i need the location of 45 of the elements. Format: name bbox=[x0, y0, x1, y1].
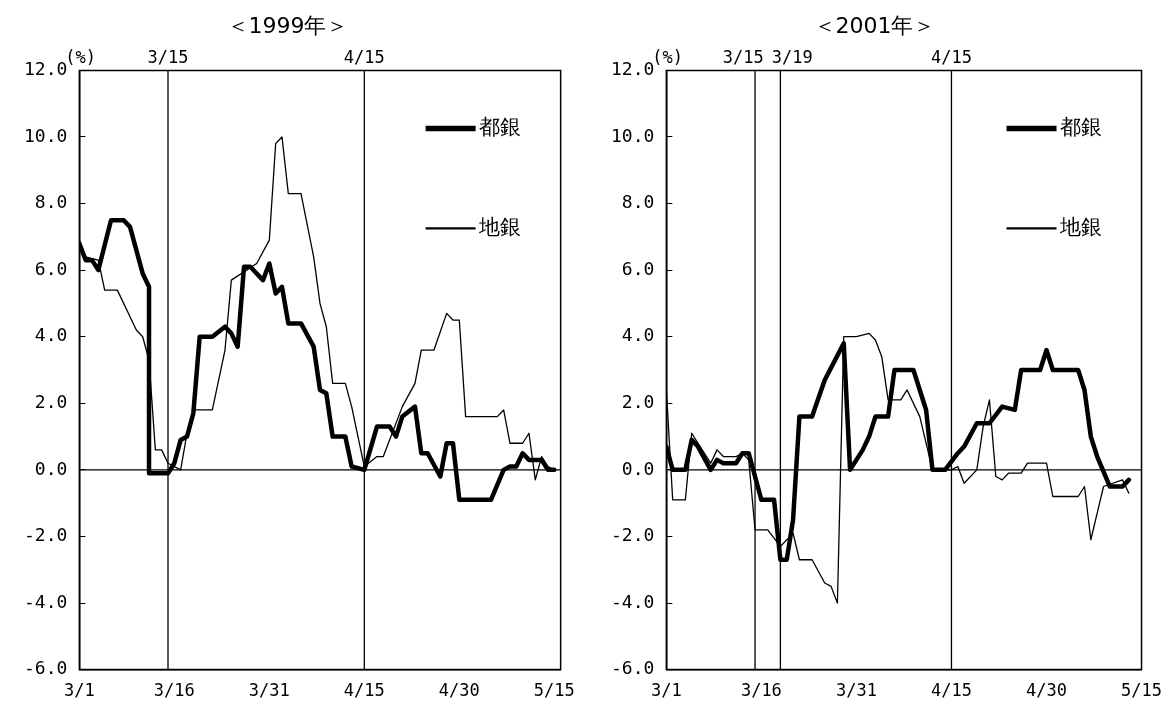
ref-line-label: 4/15 bbox=[343, 47, 385, 68]
y-tick-label: -2.0 bbox=[23, 524, 68, 546]
x-tick-label: 5/15 bbox=[533, 680, 575, 701]
x-tick-label: 3/31 bbox=[248, 680, 290, 701]
chart-title: ＜2001年＞ bbox=[813, 12, 936, 38]
y-tick-label: 8.0 bbox=[621, 191, 655, 213]
x-tick-label: 5/15 bbox=[1121, 680, 1163, 701]
chart-title: ＜1999年＞ bbox=[226, 12, 349, 38]
x-tick-label: 4/30 bbox=[1026, 680, 1067, 701]
y-tick-label: 8.0 bbox=[34, 191, 68, 213]
ref-line-label: 3/15 bbox=[147, 47, 189, 68]
ref-line-label: 3/15 bbox=[722, 47, 764, 68]
x-tick-label: 4/15 bbox=[930, 680, 972, 701]
y-axis-title: (%) bbox=[65, 47, 97, 68]
x-tick-label: 3/16 bbox=[153, 680, 195, 701]
legend-label: 都銀 bbox=[478, 114, 521, 139]
y-tick-label: 12.0 bbox=[610, 58, 655, 80]
ref-line-label: 4/15 bbox=[930, 47, 972, 68]
x-tick-label: 4/15 bbox=[343, 680, 385, 701]
legend-label: 地銀 bbox=[477, 214, 521, 239]
y-tick-label: 2.0 bbox=[34, 390, 68, 412]
x-tick-label: 3/1 bbox=[650, 680, 682, 701]
x-tick-label: 3/1 bbox=[63, 680, 95, 701]
y-tick-label: 4.0 bbox=[621, 324, 655, 346]
y-tick-label: -6.0 bbox=[23, 657, 68, 679]
y-tick-label: 2.0 bbox=[621, 390, 655, 412]
y-tick-label: 10.0 bbox=[23, 124, 68, 146]
y-tick-label: 12.0 bbox=[23, 58, 68, 80]
legend-label: 都銀 bbox=[1059, 114, 1102, 139]
y-tick-label: 6.0 bbox=[34, 257, 68, 279]
y-tick-label: 0.0 bbox=[34, 457, 68, 479]
y-tick-label: 4.0 bbox=[34, 324, 68, 346]
y-tick-label: -6.0 bbox=[610, 657, 655, 679]
y-tick-label: -2.0 bbox=[610, 524, 655, 546]
y-tick-label: 10.0 bbox=[610, 124, 655, 146]
y-axis-title: (%) bbox=[652, 47, 684, 68]
legend-label: 地銀 bbox=[1058, 214, 1102, 239]
ref-line-label: 3/19 bbox=[771, 47, 813, 68]
x-tick-label: 4/30 bbox=[438, 680, 480, 701]
y-tick-label: -4.0 bbox=[23, 590, 68, 612]
y-tick-label: 0.0 bbox=[621, 457, 655, 479]
x-tick-label: 3/31 bbox=[835, 680, 877, 701]
y-tick-label: 6.0 bbox=[621, 257, 655, 279]
y-tick-label: -4.0 bbox=[610, 590, 655, 612]
x-tick-label: 3/16 bbox=[740, 680, 782, 701]
